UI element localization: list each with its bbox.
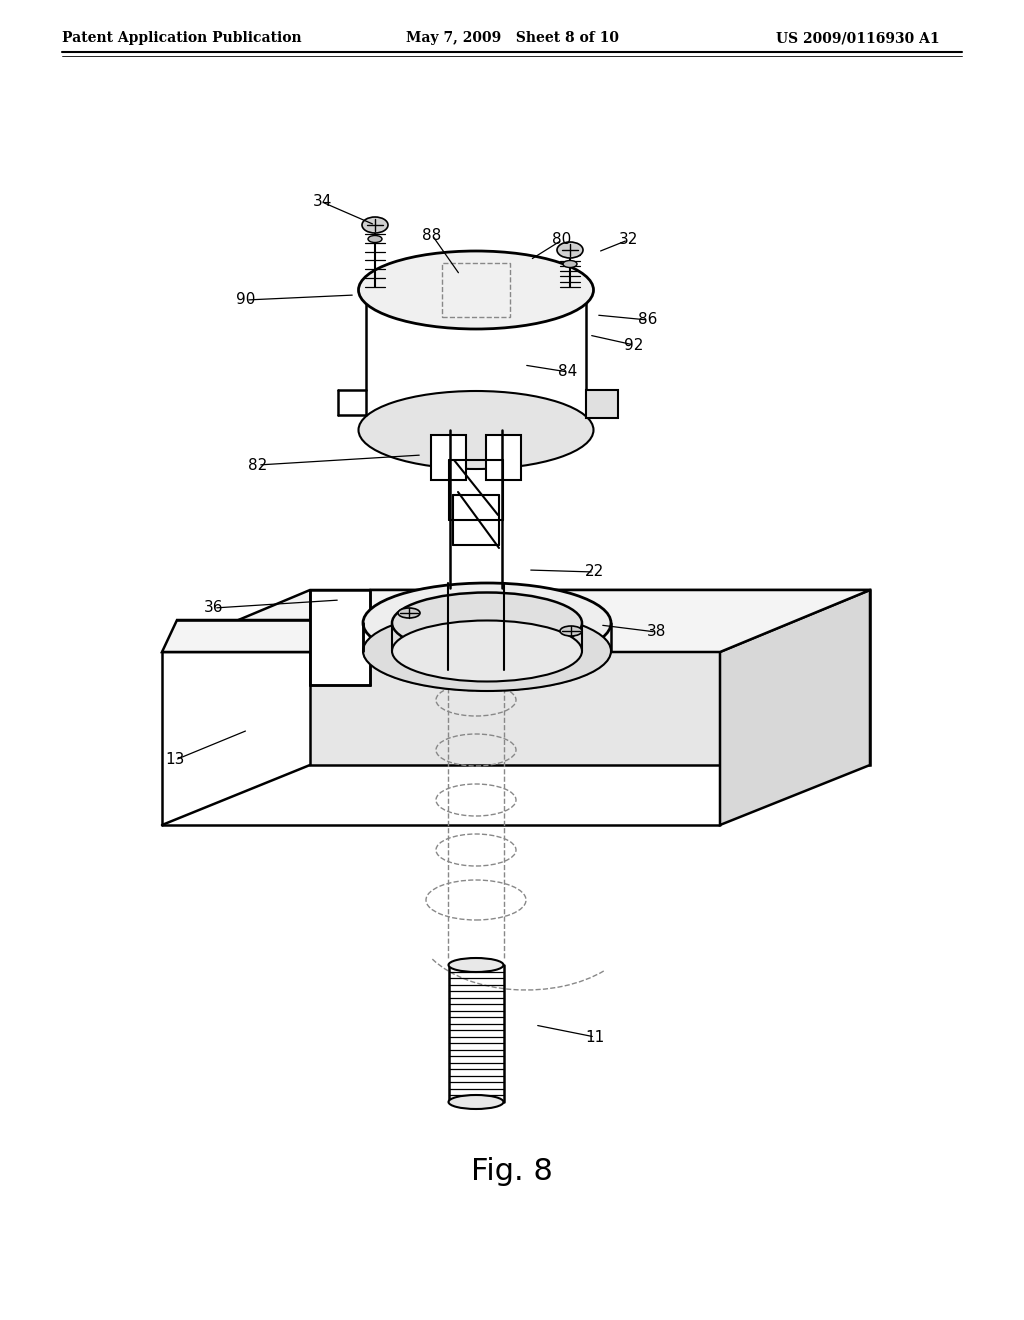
Polygon shape	[310, 590, 370, 685]
Text: 92: 92	[625, 338, 644, 352]
Ellipse shape	[398, 609, 420, 618]
Bar	[431, 436, 466, 480]
Ellipse shape	[392, 620, 582, 681]
Text: Patent Application Publication: Patent Application Publication	[62, 30, 302, 45]
Text: 90: 90	[237, 293, 256, 308]
Ellipse shape	[557, 242, 583, 257]
Text: Fig. 8: Fig. 8	[471, 1158, 553, 1187]
Ellipse shape	[362, 583, 611, 663]
Text: 82: 82	[249, 458, 267, 473]
Text: 34: 34	[312, 194, 332, 210]
Polygon shape	[162, 590, 870, 652]
Bar	[586, 389, 618, 418]
Bar	[486, 436, 521, 480]
Ellipse shape	[563, 260, 577, 268]
Polygon shape	[310, 590, 870, 766]
Text: 38: 38	[646, 624, 666, 639]
Ellipse shape	[362, 216, 388, 234]
Bar	[442, 263, 510, 317]
Polygon shape	[162, 590, 870, 652]
Ellipse shape	[358, 251, 594, 329]
Ellipse shape	[449, 1096, 504, 1109]
Ellipse shape	[449, 958, 504, 972]
Ellipse shape	[362, 611, 611, 690]
Polygon shape	[720, 590, 870, 825]
Text: US 2009/0116930 A1: US 2009/0116930 A1	[776, 30, 940, 45]
Ellipse shape	[392, 593, 582, 653]
Text: 32: 32	[618, 232, 638, 248]
Ellipse shape	[560, 626, 582, 636]
Text: 88: 88	[422, 227, 441, 243]
Ellipse shape	[368, 235, 382, 243]
Text: 13: 13	[165, 752, 184, 767]
Text: 36: 36	[204, 601, 224, 615]
Text: May 7, 2009   Sheet 8 of 10: May 7, 2009 Sheet 8 of 10	[406, 30, 618, 45]
Text: 84: 84	[558, 364, 578, 380]
Text: 22: 22	[585, 565, 603, 579]
Ellipse shape	[358, 391, 594, 469]
Text: 11: 11	[586, 1030, 604, 1044]
Text: 86: 86	[638, 313, 657, 327]
Text: 80: 80	[552, 232, 571, 248]
